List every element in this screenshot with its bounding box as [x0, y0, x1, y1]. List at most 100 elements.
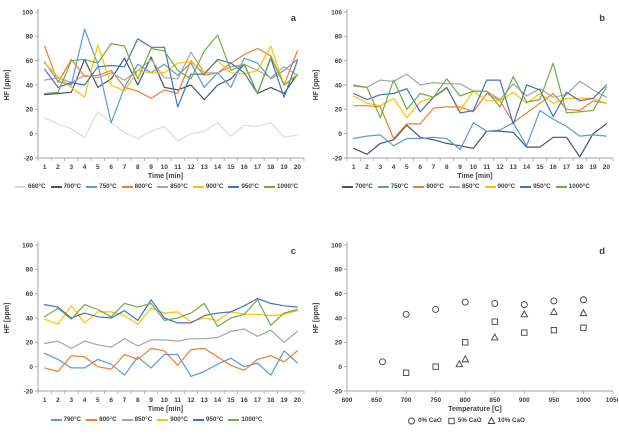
x-tick-label: 19	[589, 164, 597, 171]
x-tick-label: 11	[483, 164, 490, 171]
legend-label: 5% CaO	[457, 417, 482, 424]
legend-label: 10% CaO	[497, 417, 525, 424]
y-tick-label: 0	[338, 131, 342, 138]
panel-letter: c	[291, 246, 296, 257]
square-marker-icon	[491, 318, 498, 325]
legend-label: 750°C	[390, 183, 409, 190]
y-tick-label: 40	[335, 315, 343, 322]
legend-line-swatch-icon	[555, 185, 567, 188]
legend-line-swatch-icon	[86, 185, 98, 188]
legend-label: 1000°C	[241, 416, 263, 423]
circle-marker-icon	[402, 310, 410, 318]
circle-marker-icon	[520, 301, 528, 309]
x-tick-label: 1	[352, 164, 356, 171]
y-tick-label: 40	[335, 82, 343, 89]
x-tick-label: 2	[56, 164, 60, 171]
legend: 700°C 750°C 800°C 850°C 900°C 950°C 1000°C	[309, 183, 619, 190]
panel-d: -20 0 20 40 60 80 100 600 650 700 750 800 850 900 950 1…	[309, 217, 619, 435]
legend: 790°C 800°C 850°C 900°C 950°C 1000°C	[0, 416, 309, 423]
legend-label: 950°C	[241, 183, 259, 190]
x-tick-label: 2	[56, 397, 60, 404]
circle-marker-icon	[491, 299, 499, 307]
legend-label: 850°C	[461, 183, 480, 190]
legend-line-swatch-icon	[50, 418, 62, 421]
legend-label: 790°C	[63, 416, 82, 423]
legend-item: 950°C	[228, 183, 259, 190]
legend-line-swatch-icon	[50, 185, 62, 188]
y-tick-label: 100	[22, 9, 33, 16]
x-tick-label: 9	[458, 164, 462, 171]
legend-item: 800°C	[121, 183, 152, 190]
x-tick-label: 19	[280, 397, 288, 404]
x-tick-label: 20	[603, 164, 611, 171]
legend-label: 950°C	[205, 416, 224, 423]
legend-circle-icon	[408, 417, 415, 425]
x-tick-label: 750	[430, 397, 441, 404]
y-tick-label: 0	[29, 131, 33, 138]
x-tick-label: 3	[69, 397, 73, 404]
legend-line-swatch-icon	[192, 185, 204, 188]
x-tick-label: 17	[254, 164, 262, 171]
y-axis-label: HF [ppm]	[313, 303, 320, 334]
legend-item: 950°C	[192, 416, 224, 423]
legend-line-swatch-icon	[192, 418, 204, 421]
y-axis-label: HF [ppm]	[4, 70, 11, 101]
legend-label: 800°C	[426, 183, 444, 190]
y-tick-label: -20	[333, 388, 343, 395]
legend-item: 5% CaO	[447, 416, 482, 425]
x-tick-label: 900	[519, 397, 530, 404]
square-marker-icon	[432, 363, 439, 370]
square-marker-icon	[462, 339, 469, 346]
y-tick-label: 0	[338, 364, 342, 371]
legend-item: 700°C	[50, 183, 81, 190]
panel-letter: d	[599, 246, 605, 257]
x-tick-label: 5	[96, 164, 100, 171]
y-axis-label: HF [ppm]	[4, 303, 11, 334]
legend-label: 950°C	[533, 183, 551, 190]
y-tick-label: 20	[335, 340, 343, 347]
x-tick-label: 14	[523, 164, 531, 171]
series-line-2	[352, 92, 607, 140]
x-tick-label: 5	[96, 397, 100, 404]
y-tick-label: 40	[26, 82, 34, 89]
x-tick-label: 20	[294, 397, 302, 404]
y-tick-label: 100	[331, 242, 342, 249]
y-tick-label: 80	[26, 267, 34, 274]
series-line-0	[352, 123, 607, 158]
square-marker-icon	[402, 369, 410, 376]
series-line-1	[352, 109, 607, 151]
x-tick-label: 9	[149, 164, 153, 171]
x-tick-label: 20	[294, 164, 302, 171]
legend-triangle-icon	[487, 416, 496, 424]
legend-item: 850°C	[157, 183, 188, 190]
triangle-marker-icon	[487, 416, 496, 424]
legend-square-icon	[448, 417, 455, 425]
y-tick-label: -20	[24, 388, 34, 395]
x-tick-label: 650	[371, 397, 382, 404]
legend-label: 0% CaO	[418, 417, 442, 424]
panel-b: -20 0 20 40 60 80 100 1 2 3 4 5 6 7 8 9 10 11 12 13 14 15 16 17…	[309, 0, 619, 217]
legend: 0% CaO 5% CaO 10% CaO	[309, 416, 619, 425]
x-tick-label: 8	[136, 397, 140, 404]
series-line-0	[43, 350, 298, 377]
triangle-marker-icon	[549, 307, 558, 315]
series-line-4	[43, 297, 298, 324]
x-tick-label: 13	[201, 164, 209, 171]
x-tick-label: 13	[510, 164, 518, 171]
x-tick-label: 6	[418, 164, 422, 171]
triangle-marker-icon	[461, 355, 470, 363]
x-tick-label: 7	[123, 397, 127, 404]
circle-marker-icon	[379, 358, 386, 366]
y-axis-label: HF [ppm]	[313, 70, 320, 101]
y-tick-label: 40	[26, 315, 34, 322]
x-tick-label: 15	[227, 164, 235, 171]
legend-item: 900°C	[484, 183, 515, 190]
x-tick-label: 12	[187, 397, 195, 404]
y-tick-label: 100	[22, 242, 33, 249]
legend-item: 800°C	[86, 416, 117, 423]
legend-line-swatch-icon	[86, 418, 98, 421]
x-tick-label: 2	[365, 164, 369, 171]
x-tick-label: 19	[280, 164, 288, 171]
